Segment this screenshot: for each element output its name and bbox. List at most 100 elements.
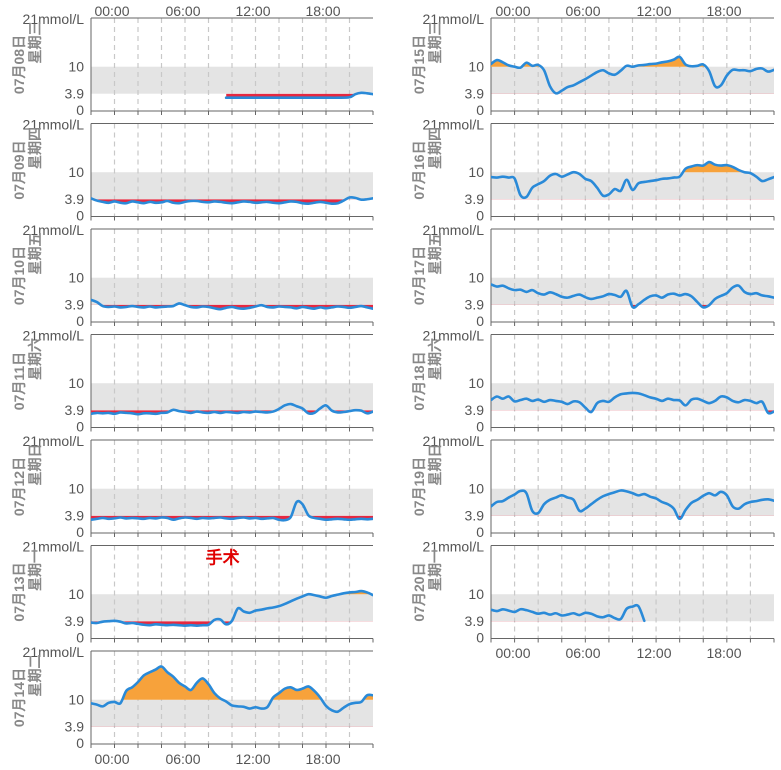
day-date-label: 07月09日: [11, 140, 27, 199]
glucose-line: [91, 499, 373, 522]
day-weekday-label: 星期二: [27, 655, 43, 697]
y-tick-label: 10: [68, 692, 84, 708]
day-date-label: 07月20日: [411, 562, 427, 621]
y-tick-label: 10: [68, 481, 84, 497]
y-tick-label: 3.9: [465, 613, 485, 629]
y-tick-label: 3.9: [65, 86, 85, 102]
y-tick-label: 0: [76, 735, 84, 751]
y-tick-label: 10: [468, 481, 484, 497]
y-tick-label: 3.9: [465, 508, 485, 524]
x-tick-label-bottom-r1: 06:00: [565, 645, 600, 661]
day-weekday-label: 星期日: [427, 444, 443, 486]
day-panel: 21mmol/L 10 3.90 07月19日 星期日: [411, 433, 775, 540]
y-tick-label: 10: [68, 59, 84, 75]
x-tick-label-top-1: 06:00: [165, 3, 200, 19]
y-tick-label: 3.9: [65, 613, 85, 629]
glucose-line: [491, 283, 774, 309]
day-weekday-label: 星期四: [427, 127, 443, 169]
y-tick-label: 21mmol/L: [23, 117, 85, 133]
y-tick-label: 0: [76, 102, 84, 118]
x-tick-label-top-r2: 12:00: [636, 3, 671, 19]
y-tick-label: 3.9: [65, 297, 85, 313]
day-panel: 21mmol/L 10 3.90 07月14日 星期二: [11, 644, 374, 751]
x-tick-label-top-3: 18:00: [305, 3, 340, 19]
target-range-band: [91, 488, 373, 516]
day-date-label: 07月10日: [11, 246, 27, 305]
y-tick-label: 0: [476, 524, 484, 540]
glucose-line: [91, 195, 373, 205]
day-weekday-label: 星期六: [427, 338, 443, 380]
y-tick-label: 3.9: [465, 402, 485, 418]
y-tick-label: 10: [68, 164, 84, 180]
day-date-label: 07月17日: [411, 246, 427, 305]
y-tick-label: 21mmol/L: [423, 117, 485, 133]
y-tick-label: 0: [476, 313, 484, 329]
day-date-label: 07月16日: [411, 140, 427, 199]
x-tick-label-bottom-r3: 18:00: [706, 645, 741, 661]
day-weekday-label: 星期六: [27, 338, 43, 380]
y-tick-label: 21mmol/L: [23, 11, 85, 27]
glucose-line: [491, 391, 774, 415]
y-tick-label: 21mmol/L: [423, 11, 485, 27]
y-tick-label: 0: [476, 208, 484, 224]
y-tick-label: 10: [68, 586, 84, 602]
y-tick-label: 3.9: [465, 86, 485, 102]
glucose-line: [491, 489, 774, 521]
x-tick-label-bottom-0: 00:00: [94, 751, 129, 767]
x-tick-label-top-r3: 18:00: [706, 3, 741, 19]
x-tick-label-bottom-r2: 12:00: [636, 645, 671, 661]
x-tick-label-top-r1: 06:00: [565, 3, 600, 19]
y-tick-label: 3.9: [465, 297, 485, 313]
target-range-band: [91, 277, 373, 305]
y-tick-label: 10: [468, 270, 484, 286]
x-tick-label-bottom-r0: 00:00: [495, 645, 530, 661]
day-date-label: 07月19日: [411, 457, 427, 516]
target-range-band: [491, 172, 774, 200]
target-range-band: [91, 699, 373, 727]
glucose-line: [491, 55, 774, 95]
day-weekday-label: 星期日: [27, 444, 43, 486]
x-tick-label-top-0: 00:00: [94, 3, 129, 19]
x-axis-bottom: 00:00 06:00 12:00 18:00 00:00 06:00 12:0…: [94, 645, 741, 767]
y-tick-label: 0: [76, 419, 84, 435]
day-date-label: 07月12日: [11, 457, 27, 516]
target-range-band: [491, 66, 774, 94]
day-date-label: 07月11日: [11, 352, 27, 410]
glucose-line: [91, 298, 373, 311]
y-tick-label: 10: [68, 375, 84, 391]
y-tick-label: 3.9: [65, 508, 85, 524]
y-tick-label: 3.9: [65, 191, 85, 207]
y-tick-label: 3.9: [65, 719, 85, 735]
low-glucose-fill: [226, 93, 373, 98]
y-tick-label: 0: [76, 630, 84, 646]
day-panel: 21mmol/L 10 3.90 07月20日 星期一: [411, 539, 775, 646]
glucose-line: [91, 665, 373, 714]
glucose-line: [491, 160, 774, 200]
y-tick-label: 21mmol/L: [423, 539, 485, 555]
y-tick-label: 21mmol/L: [423, 222, 485, 238]
glucose-line: [224, 91, 373, 100]
y-tick-label: 21mmol/L: [23, 222, 85, 238]
day-date-label: 07月14日: [11, 668, 27, 727]
target-range-band: [491, 383, 774, 411]
y-tick-label: 10: [468, 59, 484, 75]
y-tick-label: 0: [76, 208, 84, 224]
day-panel: 21mmol/L 10 3.90 07月08日 星期三: [11, 11, 374, 118]
day-panel: 21mmol/L 10 3.90 07月10日 星期五: [11, 222, 374, 329]
y-tick-label: 3.9: [65, 402, 85, 418]
x-tick-label-top-2: 12:00: [235, 3, 270, 19]
target-range-band: [91, 66, 373, 94]
low-glucose-fill: [91, 199, 373, 204]
day-date-label: 07月18日: [411, 351, 427, 410]
y-tick-label: 21mmol/L: [23, 644, 85, 660]
day-date-label: 07月13日: [11, 562, 27, 621]
x-tick-label-bottom-2: 12:00: [235, 751, 270, 767]
day-panel: 21mmol/L 10 3.90 07月16日 星期四: [411, 117, 775, 224]
y-tick-label: 21mmol/L: [423, 328, 485, 344]
x-axis-top: 00:00 06:00 12:00 18:00 00:00 06:00 12:0…: [94, 3, 741, 19]
y-tick-label: 0: [76, 524, 84, 540]
day-panel: 21mmol/L 10 3.90 07月17日 星期五: [411, 222, 775, 329]
day-weekday-label: 星期一: [27, 549, 43, 591]
